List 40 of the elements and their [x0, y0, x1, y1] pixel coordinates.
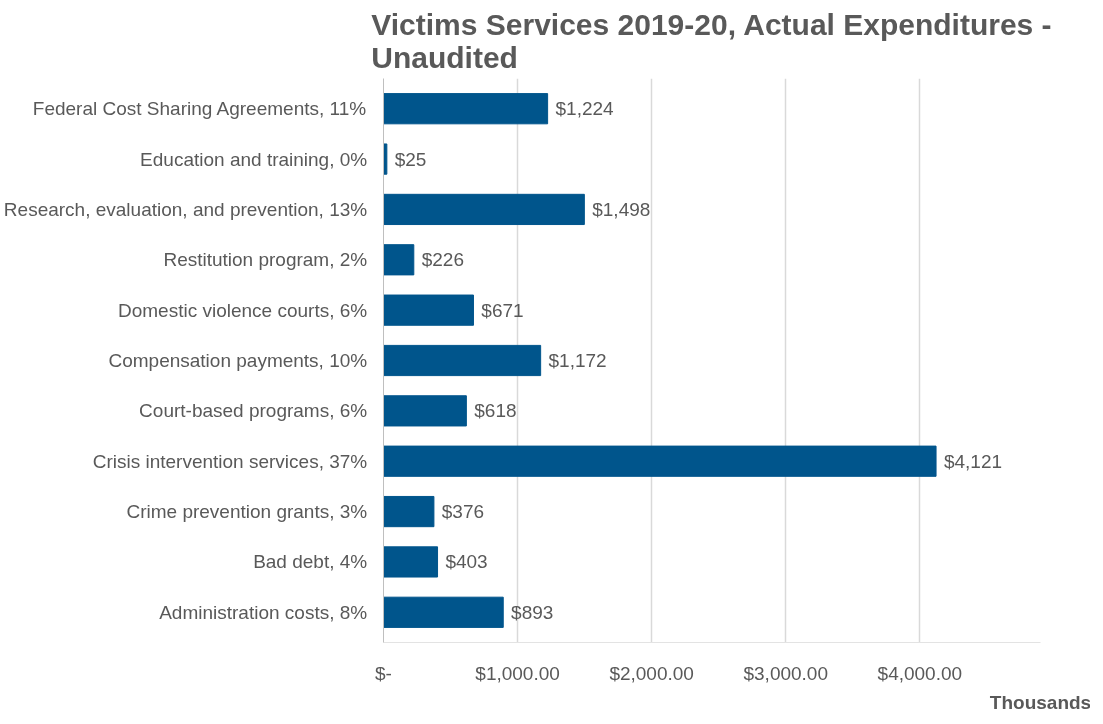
y-tick-label: Education and training, 0%: [140, 148, 368, 170]
y-tick-label: Restitution program, 2%: [163, 249, 368, 271]
bar: [383, 395, 467, 427]
bar: [383, 193, 585, 226]
x-tick-label: $2,000.00: [609, 662, 694, 684]
bar: [383, 495, 435, 528]
bar: [383, 143, 388, 175]
y-tick-label: Bad debt, 4%: [253, 551, 368, 573]
data-label: $1,172: [548, 350, 607, 371]
bar: [383, 546, 439, 578]
data-label: $25: [394, 148, 427, 170]
x-tick-label: $-: [375, 662, 392, 684]
y-tick-label: Compensation payments, 10%: [108, 350, 368, 371]
bar: [383, 344, 542, 377]
bar: [383, 596, 504, 628]
x-axis-title: Thousands: [989, 691, 1092, 713]
data-label: $226: [421, 249, 464, 271]
y-tick-label: Federal Cost Sharing Agreements, 11%: [32, 98, 367, 120]
data-label: $671: [481, 299, 524, 321]
bar: [383, 294, 474, 326]
y-tick-label: Crisis intervention services, 37%: [92, 450, 368, 472]
y-tick-label: Court-based programs, 6%: [139, 400, 368, 422]
x-tick-label: $1,000.00: [475, 662, 560, 684]
data-label: $376: [441, 501, 485, 523]
data-label: $4,121: [943, 450, 1003, 472]
bar: [383, 244, 415, 276]
y-tick-label: Research, evaluation, and prevention, 13%: [3, 198, 368, 220]
data-label: $403: [445, 551, 488, 573]
data-label: $1,498: [592, 198, 651, 220]
x-tick-label: $4,000.00: [877, 662, 963, 684]
bar: [383, 445, 937, 477]
chart-title: Victims Services 2019-20, Actual Expenditures - Unaudited: [371, 7, 1052, 74]
y-tick-label: Administration costs, 8%: [159, 601, 368, 623]
x-tick-label: $3,000.00: [743, 662, 829, 684]
y-tick-label: Domestic violence courts, 6%: [118, 299, 368, 321]
y-tick-label: Crime prevention grants, 3%: [126, 501, 368, 523]
data-label: $1,224: [555, 98, 615, 120]
data-label: $618: [474, 400, 517, 422]
data-label: $893: [511, 601, 554, 623]
bar: [383, 93, 549, 125]
